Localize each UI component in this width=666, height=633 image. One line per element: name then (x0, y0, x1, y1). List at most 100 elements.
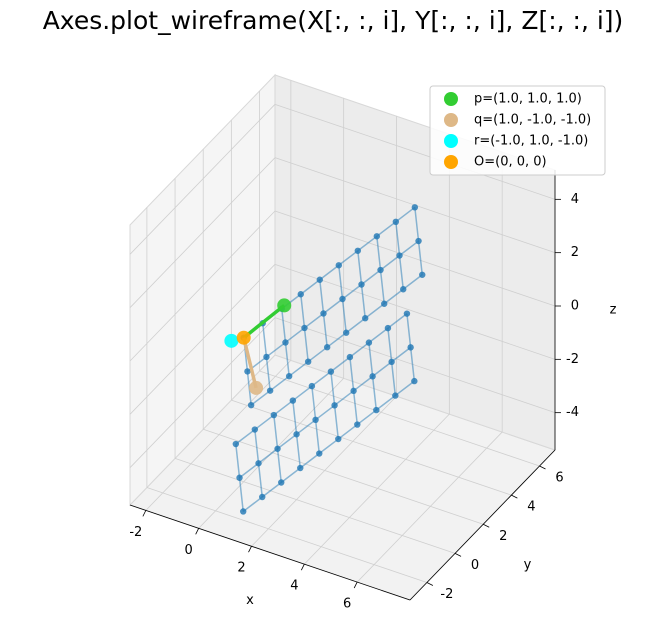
wireframe-line (409, 347, 416, 382)
grid-line (174, 458, 456, 554)
grid-line (129, 157, 276, 308)
wireframe-line (235, 443, 241, 478)
wireframe-line (280, 467, 301, 484)
wireframe-line (390, 361, 397, 396)
grid-line (146, 487, 428, 583)
tick-mark (300, 563, 305, 571)
wireframe-point (335, 262, 342, 269)
wireframe-point (247, 401, 255, 409)
wireframe-line (303, 327, 309, 362)
wireframe-point (354, 247, 362, 254)
wireframe-line (372, 361, 393, 377)
tick-mark (539, 465, 546, 470)
wireframe-line (387, 313, 408, 329)
wireframe-line (235, 428, 256, 445)
wireframe-line (261, 481, 282, 498)
legend-label: p=(1.0, 1.0, 1.0) (474, 92, 582, 107)
wireframe-line (338, 265, 344, 300)
point-marker (277, 298, 292, 313)
wireframe-point (358, 281, 365, 288)
wireframe-line (314, 419, 321, 454)
wireframe-line (315, 404, 336, 421)
wireframe-point (323, 344, 331, 351)
wireframe-line (333, 405, 340, 440)
point-marker (249, 380, 264, 395)
wireframe-point (297, 291, 304, 298)
wireframe-line (417, 240, 423, 275)
grid-line (129, 264, 276, 415)
wireframe-point (255, 460, 262, 467)
wireframe-point (278, 479, 285, 486)
x-tick-label: 4 (290, 579, 298, 594)
grid-line (251, 395, 397, 547)
wireframe-line (337, 423, 358, 440)
wireframe-line (398, 255, 404, 290)
grid-line (259, 370, 540, 467)
grid-line (356, 431, 503, 583)
vector (242, 304, 286, 340)
tick-mark (195, 528, 200, 535)
wireframe-point (285, 372, 293, 380)
wireframe-point (308, 382, 316, 390)
wireframe-point (407, 344, 414, 351)
wireframe-line (387, 328, 393, 362)
axis-line (409, 449, 556, 601)
grid-line (129, 104, 276, 255)
wireframe-point (411, 204, 419, 211)
y-tick-label: 0 (471, 558, 479, 573)
wireframe-point (320, 310, 327, 317)
wireframe-line (242, 496, 263, 513)
wireframe-point (415, 237, 422, 245)
wireframe-line (395, 206, 416, 223)
wireframe-point (396, 252, 403, 259)
grid-line (129, 317, 276, 468)
x-axis-label: x (246, 593, 254, 608)
z-tick-label: 4 (571, 192, 579, 207)
wireframe-line (357, 235, 378, 252)
tick-mark (248, 546, 252, 553)
wireframe-line (250, 390, 271, 406)
wireframe-line (356, 409, 377, 426)
wireframe-point (282, 339, 289, 346)
wireframe-line (284, 327, 305, 344)
wireframe-point (339, 295, 346, 303)
chart-title: Axes.plot_wireframe(X[:, :, i], Y[:, :, … (43, 6, 624, 35)
tick-mark (353, 581, 358, 589)
wireframe-point (388, 358, 395, 366)
wireframe-line (307, 346, 328, 363)
wireframe-line (338, 250, 359, 266)
z-tick-label: -4 (566, 405, 579, 420)
wireframe-point (392, 392, 399, 399)
wireframe-line (361, 269, 381, 286)
wireframe-line (284, 342, 290, 377)
wireframe-line (368, 327, 389, 344)
y-axis-label: y (524, 558, 532, 573)
wireframe-line (394, 380, 415, 397)
wireframe-line (399, 240, 419, 257)
wireframe-line (414, 207, 420, 242)
wireframe-point (289, 397, 297, 404)
wireframe-line (352, 390, 359, 425)
wireframe-line (371, 376, 378, 411)
wireframe-line (376, 236, 382, 271)
axis-line (129, 504, 411, 601)
grid-line (145, 360, 292, 511)
wireframe-line (239, 462, 259, 479)
wireframe-line (353, 375, 374, 392)
wireframe-point (301, 324, 308, 332)
wireframe-line (254, 429, 260, 464)
wireframe-point (232, 440, 240, 448)
x-tick-label: 0 (185, 543, 193, 558)
grid-line (274, 103, 556, 200)
wireframe-point (411, 377, 418, 385)
wireframe-line (265, 356, 271, 391)
wireframe-line (406, 313, 412, 348)
wireframe-point (297, 464, 304, 472)
wireframe-point (304, 358, 312, 365)
legend-box (429, 85, 606, 176)
wireframe-point (403, 310, 411, 317)
x-tick-label: -2 (129, 525, 142, 540)
wireframe-line (311, 385, 317, 420)
wireframe-line (357, 250, 363, 285)
